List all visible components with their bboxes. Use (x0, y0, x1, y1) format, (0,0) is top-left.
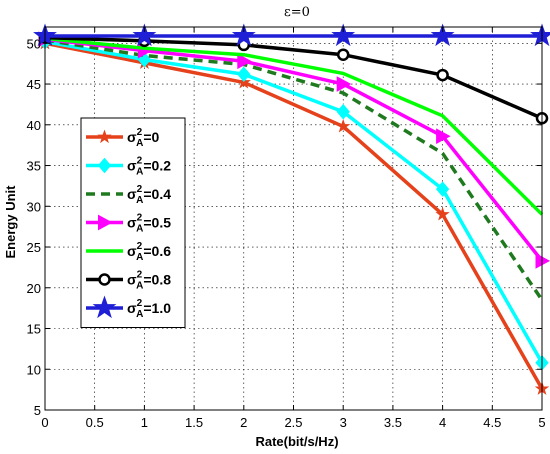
x-tick-label: 3 (340, 415, 347, 430)
legend-marker (98, 273, 111, 286)
legend-entry: σ2 A=0.4 (86, 184, 171, 206)
series-line (44, 35, 543, 120)
y-tick-label: 40 (27, 118, 41, 133)
legend-marker (97, 157, 112, 174)
data-point (336, 48, 350, 61)
data-point (336, 103, 350, 120)
x-tick-label: 4 (439, 415, 446, 430)
y-tick-label: 20 (27, 281, 41, 296)
legend-label: σ2 A=0.8 (127, 270, 171, 292)
axis-ticks: 0 0.5 1 1.5 2 2.5 3 3.5 4 4.5 5 5 10 15 20 25 30 35 40 45 50 (27, 27, 546, 430)
y-tick-label: 10 (27, 362, 41, 377)
y-tick-label: 35 (27, 159, 41, 174)
chart-title: ε=0 (284, 5, 310, 20)
x-tick-label: 0.5 (86, 415, 104, 430)
legend-marker (98, 214, 113, 231)
y-tick-label: 15 (27, 322, 41, 337)
legend-entry: σ2 A=0.6 (86, 241, 171, 263)
data-point (436, 68, 449, 82)
series-line (44, 36, 544, 216)
x-tick-label: 4.5 (483, 415, 501, 430)
data-point (436, 128, 451, 145)
legend-label: σ2 A=0.5 (127, 213, 171, 235)
x-tick-label: 2 (240, 415, 247, 430)
y-tick-label: 50 (27, 36, 41, 51)
data-point (430, 23, 455, 47)
x-tick-label: 1 (141, 415, 148, 430)
x-tick-label: 1.5 (185, 415, 203, 430)
y-tick-label: 45 (27, 77, 41, 92)
data-point (336, 76, 352, 92)
data-point (132, 23, 157, 47)
x-tick-label: 3.5 (384, 415, 402, 430)
data-point (435, 206, 450, 221)
legend-label: σ2 A=0.4 (127, 184, 171, 206)
data-point (237, 66, 251, 83)
series-4 (44, 36, 544, 216)
legend-entry: σ2 A=1.0 (86, 295, 171, 320)
legend-label: σ2 A=1.0 (127, 298, 171, 320)
y-tick-label: 5 (34, 403, 41, 418)
series-line (44, 37, 544, 262)
data-point (435, 181, 450, 197)
legend-marker (97, 129, 112, 144)
y-tick-label: 25 (27, 240, 41, 255)
legend: σ2 A=0 σ2 A=0.2 σ2 A=0.4 σ2 A=0.5 σ2 A=0.6 σ2 A=0.8… (80, 117, 186, 328)
series-line (44, 39, 544, 364)
legend-label: σ2 A=0.6 (127, 241, 171, 263)
y-axis-title: Energy Unit (3, 185, 18, 259)
series-line (44, 38, 544, 301)
legend-entry: σ2 A=0.2 (86, 156, 171, 178)
legend-entry: σ2 A=0.5 (86, 213, 171, 235)
x-tick-label: 5 (538, 415, 545, 430)
legend-entry: σ2 A=0 (86, 127, 160, 149)
series-2 (44, 38, 544, 301)
legend-marker (92, 295, 117, 319)
data-point (336, 118, 351, 133)
legend-label: σ2 A=0.2 (127, 156, 171, 178)
x-tick-label: 2.5 (284, 415, 302, 430)
x-tick-label: 0 (41, 415, 48, 430)
y-tick-label: 30 (27, 199, 41, 214)
legend-label: σ2 A=0 (127, 127, 160, 149)
legend-entry: σ2 A=0.8 (86, 270, 171, 292)
data-point (237, 53, 252, 70)
data-point (231, 23, 256, 47)
series-line (44, 41, 544, 390)
data-point (331, 23, 356, 47)
x-axis-title: Rate(bit/s/Hz) (255, 434, 338, 449)
